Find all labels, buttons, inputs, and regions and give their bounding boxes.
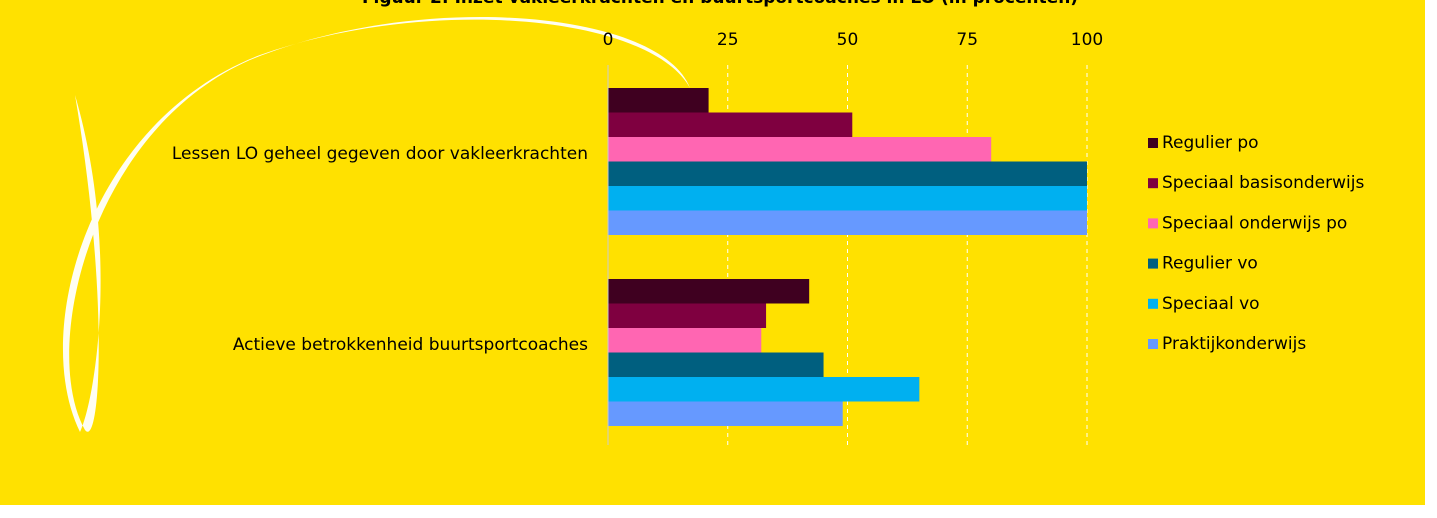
bar <box>608 279 810 304</box>
legend-swatch <box>1148 178 1158 189</box>
x-tick-label: 100 <box>1071 30 1103 50</box>
y-tick-label: Actieve betrokkenheid buurtsportcoaches <box>232 334 588 355</box>
bar <box>608 210 1087 235</box>
legend-label: Speciaal basisonderwijs <box>1162 173 1364 193</box>
y-tick-label: Lessen LO geheel gegeven door vakleerkra… <box>171 143 588 164</box>
chart-title: Figuur 2: Inzet vakleerkrachten en buurt… <box>362 0 1078 8</box>
bar <box>608 161 1087 186</box>
bar <box>608 88 709 113</box>
bar <box>608 137 992 162</box>
bar <box>608 186 1087 211</box>
bar <box>608 401 843 426</box>
legend-label: Praktijkonderwijs <box>1162 334 1306 354</box>
legend-swatch <box>1148 258 1158 269</box>
legend-swatch <box>1148 298 1158 309</box>
x-tick-label: 0 <box>603 30 614 50</box>
bar <box>608 303 767 328</box>
legend-label: Speciaal onderwijs po <box>1162 213 1347 233</box>
x-tick-label: 25 <box>717 30 739 50</box>
legend-swatch <box>1148 218 1158 229</box>
x-tick-label: 75 <box>956 30 978 50</box>
background <box>0 0 1425 505</box>
bar <box>608 328 762 353</box>
legend-label: Speciaal vo <box>1162 294 1260 314</box>
bar <box>608 112 853 137</box>
x-tick-label: 50 <box>837 30 859 50</box>
bar <box>608 352 824 377</box>
bar <box>608 377 920 402</box>
legend-swatch <box>1148 339 1158 349</box>
legend-label: Regulier vo <box>1162 254 1258 274</box>
legend-swatch <box>1148 138 1158 148</box>
legend-label: Regulier po <box>1162 133 1259 153</box>
